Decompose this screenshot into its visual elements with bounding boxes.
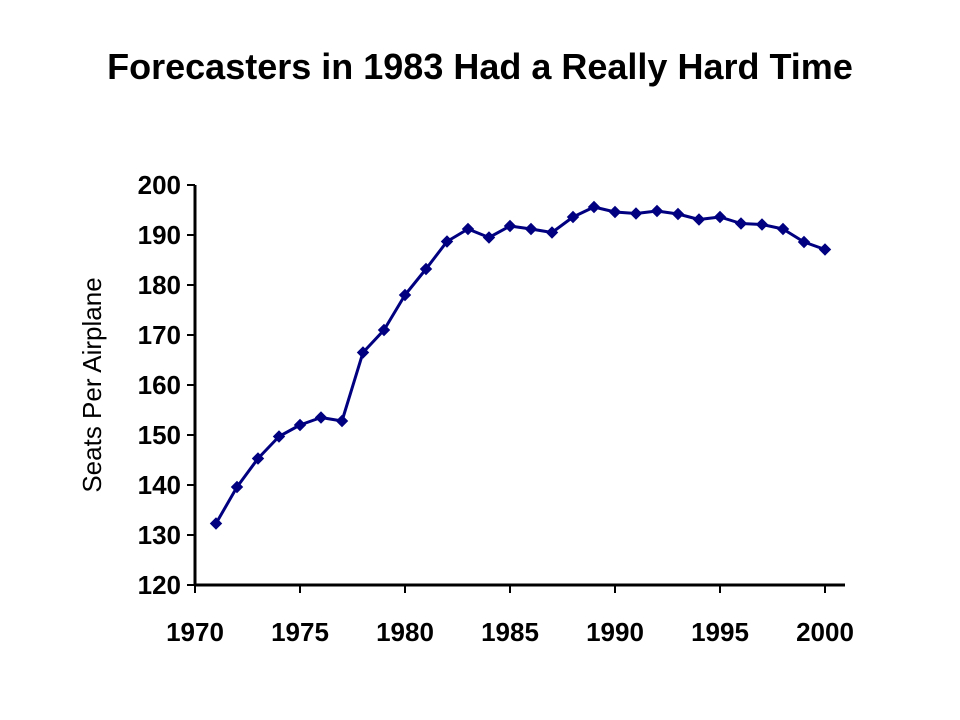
y-axis-label: Seats Per Airplane [77, 277, 107, 492]
data-point [503, 219, 517, 233]
data-point [377, 323, 391, 337]
series-line [214, 205, 826, 525]
data-point [209, 517, 223, 530]
data-point [734, 217, 748, 230]
y-tick-label: 150 [138, 420, 181, 450]
data-point [608, 205, 622, 219]
x-tick-label: 1990 [586, 617, 644, 647]
y-tick-label: 120 [138, 570, 181, 600]
data-point [755, 218, 769, 231]
axes [193, 185, 845, 587]
data-point [419, 262, 433, 276]
data-point [818, 243, 832, 256]
data-point [629, 207, 643, 220]
data-point [356, 346, 370, 359]
data-point [398, 288, 412, 302]
y-tick-label: 170 [138, 320, 181, 350]
data-point [524, 222, 538, 236]
x-tick-label: 1980 [376, 617, 434, 647]
x-tick-label: 1985 [481, 617, 539, 647]
data-point [440, 235, 454, 248]
data-point [566, 210, 580, 224]
y-tick-label: 130 [138, 520, 181, 550]
data-point [335, 414, 349, 428]
y-tick-label: 140 [138, 470, 181, 500]
x-tick-label: 1995 [691, 617, 749, 647]
data-point [797, 235, 811, 249]
chart-title: Forecasters in 1983 Had a Really Hard Ti… [107, 46, 853, 87]
data-point [482, 231, 496, 244]
data-point [461, 222, 475, 236]
y-tick-label: 200 [138, 170, 181, 200]
data-point [671, 207, 685, 221]
data-point [692, 213, 706, 226]
data-point [545, 226, 559, 239]
x-tick-labels: 1970 1975 1980 1985 1990 1995 2000 [166, 585, 854, 647]
data-point [776, 222, 790, 236]
data-point [314, 411, 328, 424]
data-point [713, 210, 727, 224]
y-tick-label: 190 [138, 220, 181, 250]
y-tick-label: 160 [138, 370, 181, 400]
series-group [209, 200, 832, 530]
data-point [587, 200, 601, 214]
x-tick-label: 2000 [796, 617, 854, 647]
data-point [293, 418, 307, 432]
data-point [650, 204, 664, 218]
x-tick-label: 1975 [271, 617, 329, 647]
y-tick-labels: 120 130 140 150 160 170 180 190 200 [138, 170, 195, 600]
data-point [272, 430, 286, 443]
y-tick-label: 180 [138, 270, 181, 300]
data-point [230, 480, 244, 494]
data-point [251, 452, 265, 465]
x-tick-label: 1970 [166, 617, 224, 647]
